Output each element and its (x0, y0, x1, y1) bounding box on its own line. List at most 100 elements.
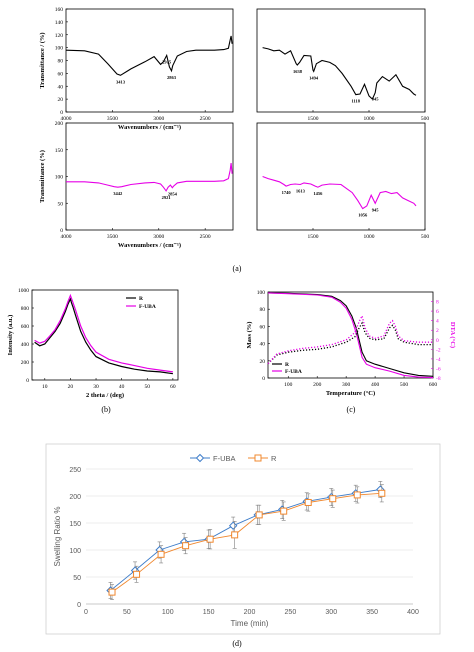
data-point-r (304, 498, 312, 506)
tga-series-r (267, 292, 434, 377)
panel-label-a: (a) (233, 264, 242, 273)
peak-annotation: 1638 (293, 69, 303, 74)
data-point-r (378, 489, 386, 497)
y-tick-label: 250 (69, 467, 81, 474)
x-tick-label: 50 (123, 609, 131, 616)
x-tick-label: 4000 (61, 116, 72, 122)
legend-marker (254, 454, 262, 462)
tga-series-f-uba (267, 292, 434, 379)
y2-tick-label: 4 (436, 319, 439, 325)
peak-annotation: 945 (372, 97, 380, 102)
y-tick-label: 100 (257, 290, 266, 296)
xrd-series-r (34, 297, 173, 375)
y-tick-label: 160 (55, 7, 64, 13)
x-tick-label: 4000 (61, 234, 72, 240)
legend-marker (195, 453, 205, 463)
y2-axis-label: DTA (°C) (449, 322, 456, 348)
peak-annotation: 1494 (309, 75, 319, 80)
data-point-r (353, 491, 361, 499)
peak-annotation: 1613 (296, 189, 306, 194)
x-tick-label: 200 (244, 609, 256, 616)
y-tick-label: 600 (21, 324, 30, 330)
y-axis-label: Intensity (a.u.) (7, 315, 14, 356)
peak-annotation: 1118 (352, 99, 361, 104)
data-point-r (255, 511, 263, 519)
x-axis-label: Temperature (°C) (326, 390, 375, 397)
y-tick-label: 1000 (18, 288, 29, 294)
x-tick-label: 300 (325, 609, 337, 616)
x-tick-label: 350 (366, 609, 378, 616)
x-tick-label: 400 (371, 382, 380, 388)
dta-series-r (267, 321, 433, 365)
x-tick-label: 3000 (153, 116, 164, 122)
y2-tick-label: 2 (436, 328, 439, 334)
peak-annotation: 2921 (162, 195, 172, 200)
y-tick-label: 100 (55, 175, 64, 181)
y-tick-label: 400 (21, 342, 30, 348)
y-tick-label: 200 (69, 494, 81, 501)
y-tick-label: 200 (21, 360, 30, 366)
x-axis-label: Time (min) (231, 619, 269, 628)
data-point-r (206, 535, 214, 543)
x-tick-label: 60 (170, 384, 176, 390)
data-point-r (157, 550, 165, 558)
y2-tick-label: -4 (436, 357, 441, 363)
y-tick-label: 0 (262, 376, 265, 382)
y-tick-label: 50 (73, 575, 81, 582)
y-tick-label: 20 (260, 359, 266, 365)
y2-tick-label: 6 (436, 309, 439, 315)
y-tick-label: 0 (26, 378, 29, 384)
data-point-r (329, 495, 337, 503)
peak-annotation: 1056 (358, 213, 368, 218)
x-axis-label: Wavenumbers / (cm⁻¹) (118, 242, 181, 249)
x-tick-label: 500 (421, 116, 430, 122)
peak-annotation: 3413 (116, 79, 126, 84)
peak-annotation: 1740 (282, 190, 292, 195)
y-axis-label: Swelling Ratio % (53, 506, 62, 566)
ftir-plot-frame (256, 122, 426, 231)
y-tick-label: 60 (260, 324, 266, 330)
ftir-spectrum-line (66, 163, 233, 192)
ftir-spectrum-line (262, 47, 417, 101)
x-tick-label: 600 (429, 382, 438, 388)
x-tick-label: 0 (84, 609, 88, 616)
x-tick-label: 100 (284, 382, 293, 388)
x-tick-label: 2500 (200, 116, 211, 122)
peak-annotation: 2854 (168, 192, 178, 197)
x-tick-label: 3500 (107, 234, 118, 240)
x-tick-label: 20 (68, 384, 74, 390)
y-tick-label: 140 (55, 20, 64, 26)
legend-label: R (139, 296, 144, 302)
y-axis-label: Transmittance / (%) (39, 32, 46, 88)
y-tick-label: 60 (58, 71, 64, 77)
y-tick-label: 120 (55, 33, 64, 39)
y-tick-label: 80 (58, 59, 64, 65)
x-axis-label: Wavenumbers / (cm⁻¹) (118, 124, 181, 131)
ftir-spectrum-line (262, 175, 417, 210)
y-tick-label: 100 (69, 548, 81, 555)
x-tick-label: 10 (42, 384, 48, 390)
data-point-r (280, 507, 288, 515)
x-axis-label: 2 theta / (deg) (86, 392, 124, 399)
x-tick-label: 40 (119, 384, 125, 390)
x-tick-label: 150 (203, 609, 215, 616)
ftir-spectrum-line (65, 35, 233, 76)
y-tick-label: 40 (58, 84, 64, 90)
y2-tick-label: 0 (436, 338, 439, 344)
x-tick-label: 1000 (364, 234, 375, 240)
panel-label-c: (c) (347, 405, 356, 414)
xrd-plot-frame (31, 289, 179, 381)
legend-label: F-UBA (285, 369, 302, 375)
chart-d-border (45, 443, 441, 635)
y-tick-label: 20 (58, 97, 64, 103)
swelling-series-r-line (111, 492, 382, 593)
x-tick-label: 100 (162, 609, 174, 616)
y-tick-label: 150 (69, 521, 81, 528)
legend-label: F-UBA (139, 304, 156, 310)
y-tick-label: 100 (55, 46, 64, 52)
x-tick-label: 500 (400, 382, 409, 388)
y-tick-label: 0 (60, 110, 63, 116)
x-tick-label: 500 (421, 234, 430, 240)
peak-annotation: 2863 (167, 75, 177, 80)
